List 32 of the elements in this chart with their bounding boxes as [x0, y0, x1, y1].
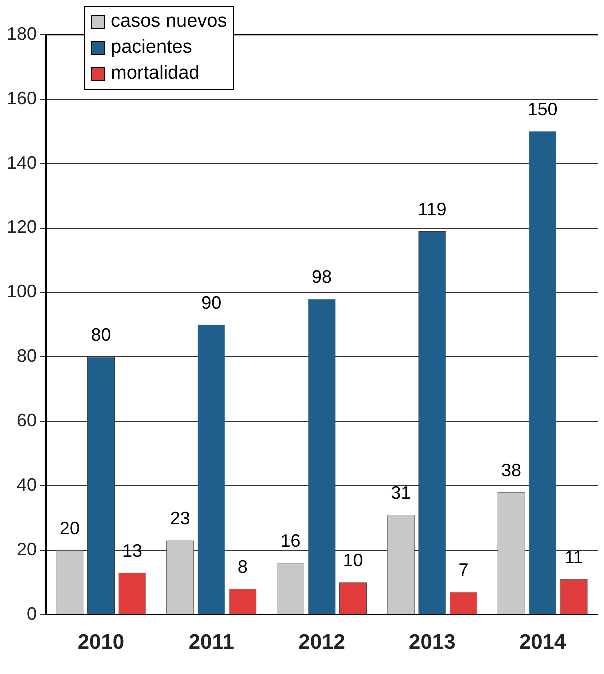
data-label: 16 — [280, 531, 301, 552]
data-label: 8 — [238, 557, 248, 577]
data-label: 90 — [202, 292, 222, 313]
x-tick-label: 2013 — [409, 631, 456, 654]
data-label: 31 — [391, 482, 412, 503]
legend-label: casos nuevos — [111, 10, 228, 34]
y-tick-label: 20 — [17, 539, 38, 560]
data-label: 150 — [528, 100, 558, 120]
y-tick-label: 180 — [6, 24, 38, 44]
x-tick-label: 2011 — [188, 631, 235, 654]
y-tick-label: 80 — [17, 346, 38, 366]
data-label: 11 — [564, 547, 584, 568]
data-label: 38 — [502, 460, 522, 480]
y-tick-label: 0 — [27, 604, 38, 624]
y-tick-label: 120 — [6, 217, 38, 238]
y-tick-label: 60 — [17, 410, 38, 430]
x-tick-label: 2012 — [298, 631, 346, 654]
y-tick-label: 40 — [17, 474, 38, 495]
data-label: 98 — [312, 267, 332, 288]
data-label: 23 — [170, 508, 190, 529]
y-tick-label: 100 — [6, 282, 38, 302]
y-tick-label: 140 — [6, 152, 38, 173]
legend-label: pacientes — [111, 36, 192, 60]
x-tick-label: 2014 — [519, 631, 566, 654]
x-tick-label: 2010 — [78, 631, 125, 654]
data-label: 10 — [343, 550, 364, 571]
data-label: 7 — [458, 560, 469, 580]
data-label: 80 — [91, 325, 112, 346]
y-tick-label: 160 — [6, 88, 38, 108]
data-label: 119 — [418, 199, 447, 220]
data-label: 20 — [60, 518, 80, 538]
legend-label: mortalidad — [111, 62, 200, 86]
